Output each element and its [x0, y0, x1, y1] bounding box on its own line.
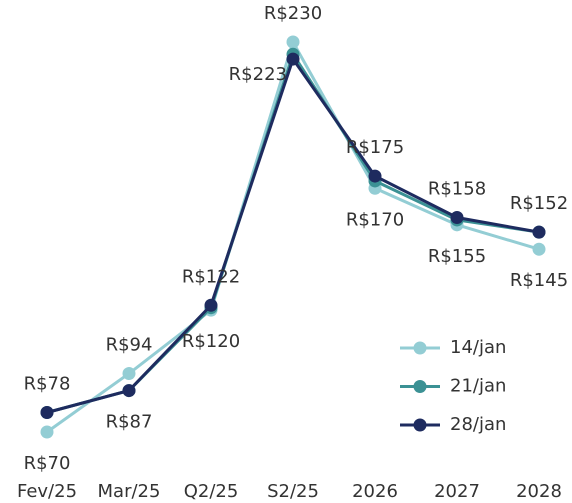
data-label: R$70 — [24, 453, 71, 474]
x-tick-label: 2026 — [352, 481, 398, 502]
data-point — [286, 52, 300, 66]
legend-marker — [413, 341, 427, 355]
data-point — [40, 425, 54, 439]
data-label: R$223 — [229, 64, 287, 85]
data-label: R$122 — [182, 266, 240, 287]
legend-label: 21/jan — [450, 376, 506, 397]
data-point — [122, 367, 136, 380]
series-line — [46, 55, 540, 414]
series-line — [46, 50, 540, 414]
x-tick-label: 2027 — [434, 481, 480, 502]
data-point — [122, 384, 136, 398]
data-point — [532, 225, 546, 239]
legend-label: 14/jan — [450, 337, 506, 358]
x-tick-label: 2028 — [516, 481, 562, 502]
data-point — [204, 298, 218, 312]
data-point — [368, 169, 382, 183]
legend-marker — [413, 418, 427, 432]
x-tick-label: Mar/25 — [98, 481, 161, 502]
data-point — [286, 35, 300, 49]
data-point — [40, 406, 54, 419]
legend-label: 28/jan — [450, 414, 506, 435]
data-label: R$158 — [428, 179, 486, 200]
x-tick-label: Q2/25 — [184, 481, 239, 502]
data-label: R$155 — [428, 246, 486, 267]
data-label: R$87 — [106, 412, 153, 433]
data-point — [532, 242, 546, 256]
data-label: R$120 — [182, 331, 240, 352]
data-point — [450, 211, 464, 224]
data-label: R$175 — [346, 137, 404, 158]
data-label: R$152 — [510, 193, 568, 214]
series-line — [46, 38, 540, 434]
data-label: R$170 — [346, 209, 404, 230]
x-tick-label: Fev/25 — [17, 481, 77, 502]
data-label: R$145 — [510, 270, 568, 291]
legend-marker — [413, 380, 427, 393]
x-tick-label: S2/25 — [267, 481, 319, 502]
data-label: R$230 — [264, 3, 322, 24]
data-label: R$78 — [24, 374, 71, 395]
data-label: R$94 — [106, 335, 153, 356]
